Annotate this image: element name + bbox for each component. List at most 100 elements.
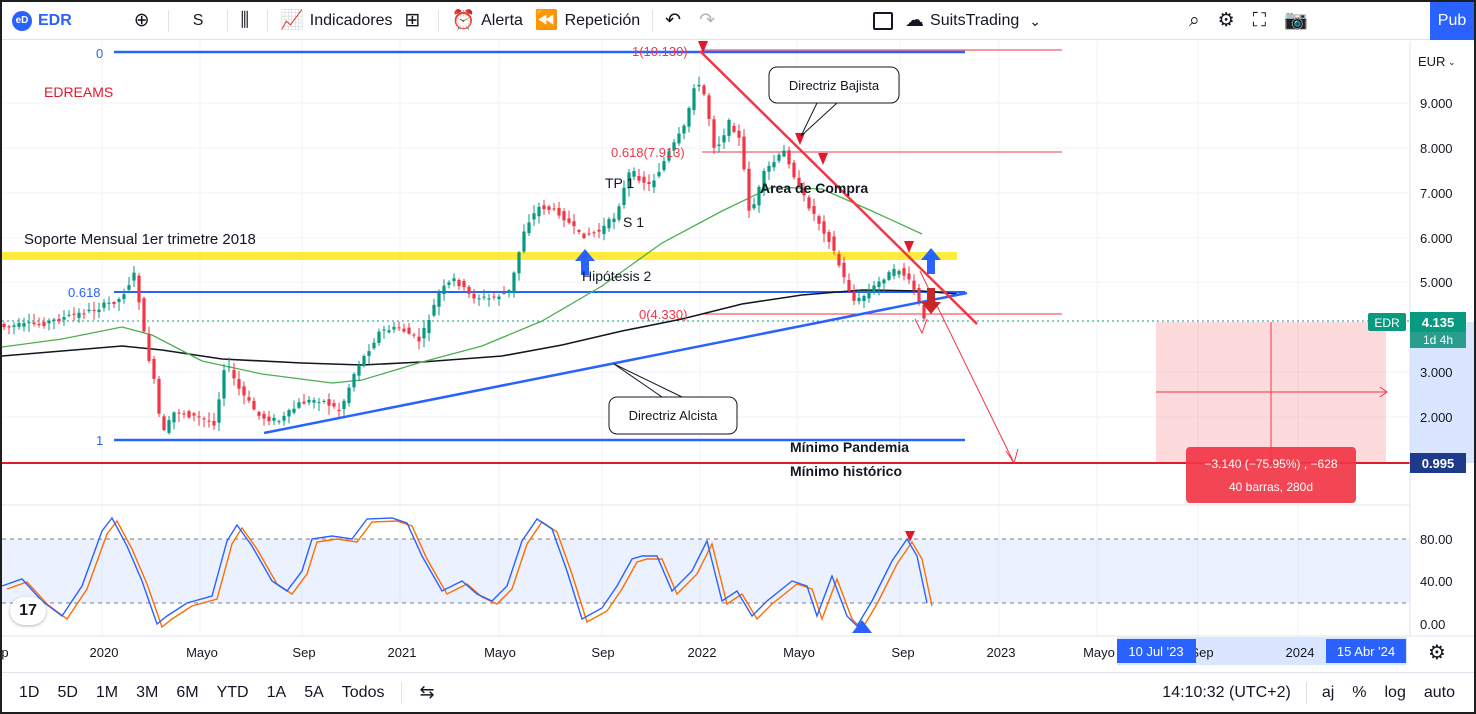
support-band[interactable] (2, 252, 957, 260)
bearish-callout[interactable] (768, 66, 900, 104)
symbol-name: EDR (38, 11, 72, 29)
candle-body (52, 319, 56, 321)
settings-button[interactable]: ⚙ (1212, 2, 1247, 40)
candle-body (812, 206, 816, 214)
range-button-5d[interactable]: 5D (57, 683, 78, 701)
candle-body (897, 271, 901, 275)
candle-body (852, 291, 856, 301)
candle-body (462, 281, 466, 288)
time-tick: Sep (292, 645, 315, 660)
range-start-badge (1117, 639, 1196, 663)
price-chart[interactable]: Directriz Bajista Directriz Alcista EDRE… (2, 41, 1474, 671)
log-toggle[interactable]: log (1384, 684, 1406, 701)
candle-body (437, 292, 441, 307)
fullscreen-toggle[interactable] (867, 2, 899, 40)
replay-label: Repetición (564, 11, 641, 29)
range-button-ytd[interactable]: YTD (216, 683, 249, 701)
range-button-5a[interactable]: 5A (304, 683, 324, 701)
time-tick: Sep (1190, 645, 1213, 660)
layouts-button[interactable]: ⊞ (399, 2, 433, 40)
candle-body (802, 187, 806, 196)
compare-button[interactable]: ⊕ (128, 2, 162, 40)
candle-body (32, 322, 36, 325)
candle-body (547, 206, 551, 210)
candle-body (412, 334, 416, 336)
bullish-callout[interactable] (608, 396, 738, 435)
symbol-search[interactable]: eD EDR (2, 2, 78, 40)
candle-body (882, 279, 886, 284)
candles (2, 76, 926, 435)
ma-fast (2, 186, 923, 384)
redo-button[interactable]: ↷ (693, 2, 727, 40)
bearish-callout-pointer (800, 102, 818, 137)
candle-body (7, 326, 11, 328)
undo-button[interactable]: ↶ (659, 2, 693, 40)
search-button[interactable]: ⌕ (1183, 2, 1212, 40)
percent-toggle[interactable]: % (1352, 684, 1367, 701)
range-button-1a[interactable]: 1A (266, 683, 287, 701)
range-end-label: 15 Abr '24 (1337, 644, 1395, 659)
replay-button[interactable]: ⏪ Repetición (529, 2, 646, 40)
alarm-clock-icon: ⏰ (451, 10, 476, 31)
bullish-callout-pointer (613, 363, 683, 398)
target-price-value: 0.995 (1422, 456, 1455, 471)
candle-body (667, 151, 671, 161)
adjust-toggle[interactable]: aj (1321, 684, 1335, 701)
projection-arrow-short-icon (914, 318, 928, 335)
candle-body (527, 222, 531, 234)
alert-button[interactable]: ⏰ Alerta (445, 2, 528, 40)
range-button-3m[interactable]: 3M (136, 683, 159, 701)
candle-body (397, 327, 401, 329)
account-button[interactable]: ☁ SuitsTrading ⌄ (899, 2, 1053, 40)
bullish-callout-text: Directriz Alcista (629, 408, 719, 423)
range-button-1m[interactable]: 1M (95, 683, 119, 701)
candle-body (922, 304, 926, 319)
interval-button[interactable]: S (175, 2, 222, 40)
support-label: Soporte Mensual 1er trimetre 2018 (24, 231, 256, 248)
clock-time[interactable]: 14:10:32 (UTC+2) (1162, 684, 1291, 701)
candle-body (37, 323, 41, 325)
candle-body (222, 370, 226, 399)
chart-type-button[interactable]: ⫼ (234, 2, 261, 40)
candle-body (167, 420, 171, 433)
candle-body (207, 420, 211, 422)
chart-settings-gear-icon[interactable]: ⚙ (1428, 642, 1446, 664)
candle-body (332, 403, 336, 407)
candle-body (287, 410, 291, 417)
candle-body (822, 221, 826, 234)
candle-body (132, 272, 136, 281)
candle-body (567, 218, 571, 223)
date-range-button[interactable]: ⇆ (410, 682, 443, 703)
publish-button[interactable]: Pub (1430, 2, 1474, 40)
indicators-button[interactable]: 📈 Indicadores (274, 2, 398, 40)
range-button-todos[interactable]: Todos (341, 683, 385, 701)
candle-body (827, 232, 831, 242)
time-tick: Mayo (186, 645, 218, 660)
candle-body (772, 162, 776, 168)
candle-body (212, 420, 216, 426)
fib-label-1: 1 (96, 433, 103, 448)
tradingview-logo-icon[interactable]: 17 (10, 597, 46, 625)
target-price-badge (1410, 453, 1466, 473)
sell-marker-icon (904, 241, 914, 253)
candle-body (467, 286, 471, 294)
candle-body (907, 273, 911, 280)
maximize-button[interactable]: ⛶ (1247, 2, 1278, 40)
bullish-trendline[interactable] (263, 291, 968, 435)
candle-body (202, 418, 206, 420)
candle-body (427, 320, 431, 334)
candle-body (712, 119, 716, 148)
candle-body (847, 279, 851, 292)
chart-title: EDREAMS (44, 84, 113, 100)
stoch-band (2, 539, 1410, 603)
auto-toggle[interactable]: auto (1423, 684, 1455, 701)
s1-label: S 1 (623, 214, 644, 230)
indicators-icon: 📈 (280, 10, 304, 31)
currency-label[interactable]: EUR (1418, 54, 1445, 69)
candle-body (327, 399, 331, 406)
bearish-trendline[interactable] (699, 50, 978, 325)
range-button-1d[interactable]: 1D (19, 683, 40, 701)
snapshot-button[interactable]: 📷 (1278, 2, 1320, 40)
range-button-6m[interactable]: 6M (176, 683, 199, 701)
